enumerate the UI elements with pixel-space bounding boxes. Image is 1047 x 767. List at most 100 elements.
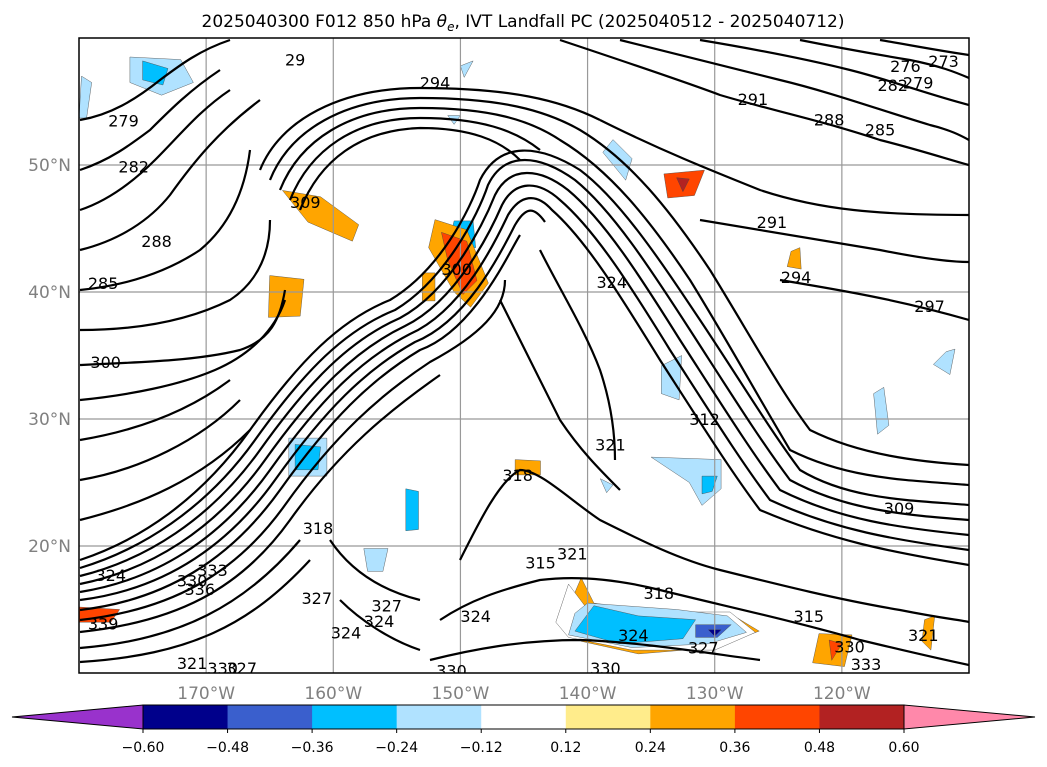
contour-label: 330: [436, 661, 467, 680]
colorbar-extend-high: [903, 704, 1036, 730]
contour-label: 300: [90, 353, 121, 372]
colorbar-tick-label: 0.48: [804, 740, 835, 756]
contour-label: 333: [197, 561, 228, 580]
contour-label: 294: [781, 268, 812, 287]
colorbar-segment: [481, 705, 567, 729]
ivt-shaded-region: [405, 488, 419, 532]
contour-label: 324: [618, 626, 649, 645]
ivt-shaded-region: [676, 177, 690, 193]
contour-label: 330: [590, 659, 621, 678]
ivt-shaded-region: [574, 605, 696, 645]
contour-label: 324: [596, 273, 627, 292]
lon-tick-label: 170°W: [177, 684, 235, 704]
ivt-shaded-region: [921, 615, 935, 651]
contour-label: 336: [185, 580, 216, 599]
contour-label: 324: [364, 612, 395, 631]
contour-label: 333: [851, 655, 882, 674]
contour-label: 309: [290, 193, 321, 212]
lon-tick-label: 140°W: [559, 684, 617, 704]
colorbar-extend-low: [11, 704, 144, 730]
colorbar-tick-label: 0.36: [719, 740, 750, 756]
colorbar-tick-label: −0.36: [291, 740, 334, 756]
lon-tick-label: 120°W: [813, 684, 871, 704]
contour-label: 321: [177, 654, 208, 673]
contour-label: 330: [207, 659, 238, 678]
contour-label: 285: [865, 120, 896, 139]
colorbar-segment: [819, 705, 905, 729]
contour-label: 297: [914, 297, 945, 316]
contour-label: 285: [88, 274, 119, 293]
lon-tick-label: 130°W: [686, 684, 744, 704]
colorbar-tick-label: −0.12: [460, 740, 503, 756]
colorbar: −0.60 −0.48 −0.36 −0.24 −0.12 0.12 0.24 0.36 0.4…: [11, 704, 1036, 756]
lat-tick-label: 50°N: [28, 156, 71, 176]
ivt-shaded-region: [873, 386, 890, 435]
contour-label: 288: [814, 110, 845, 129]
contour-label: 288: [141, 232, 172, 251]
contour-label: 321: [595, 435, 626, 454]
colorbar-outline: [142, 704, 905, 730]
colorbar-tick-label: −0.60: [122, 740, 165, 756]
colorbar-tick-label: 0.12: [550, 740, 581, 756]
contour-label: 330: [177, 571, 208, 590]
colorbar-segment: [396, 705, 482, 729]
contour-label: 339: [88, 614, 119, 633]
contour-label: 294: [420, 73, 451, 92]
colorbar-tick-label: 0.60: [888, 740, 919, 756]
contour-label: 330: [834, 637, 865, 656]
latitude-tick-labels: 20°N 30°N 40°N 50°N: [28, 156, 71, 557]
contour-label: 327: [371, 597, 402, 616]
contour-label: 273: [928, 52, 959, 71]
colorbar-segment: [143, 705, 229, 729]
lat-tick-label: 30°N: [28, 410, 71, 430]
contour-label: 324: [460, 607, 491, 626]
contour-label: 324: [331, 623, 362, 642]
contour-label: 312: [689, 410, 720, 429]
contour-label: 282: [118, 157, 149, 176]
contour-label: 321: [908, 626, 939, 645]
chart-title: 2025040300 F012 850 hPa θe, IVT Landfall…: [202, 12, 845, 34]
colorbar-segment: [227, 705, 313, 729]
contour-label: 321: [557, 545, 588, 564]
ivt-shaded-region: [933, 348, 956, 375]
ivt-shaded-region: [828, 639, 843, 661]
theta-e-contours: [79, 38, 969, 667]
contour-label: 29: [285, 51, 305, 70]
ivt-shaded-region: [599, 478, 614, 494]
ivt-shaded-region: [460, 60, 474, 78]
contour-label: 300: [441, 260, 472, 279]
contour-label: 309: [884, 499, 915, 518]
lat-tick-label: 20°N: [28, 537, 71, 557]
contour-label: 327: [688, 639, 719, 658]
lon-tick-label: 150°W: [432, 684, 490, 704]
contour-label: 291: [757, 213, 788, 232]
contour-label: 276: [890, 57, 921, 76]
ivt-shaded-region: [701, 475, 718, 495]
contour-label: 324: [96, 566, 127, 585]
lon-tick-label: 160°W: [304, 684, 362, 704]
ivt-shaded-region: [268, 275, 305, 318]
longitude-tick-labels: 170°W 160°W 150°W 140°W 130°W 120°W: [177, 684, 871, 704]
ivt-shaded-region: [281, 190, 359, 242]
colorbar-segment: [312, 705, 398, 729]
contour-label: 279: [903, 73, 934, 92]
contour-label: 315: [794, 607, 825, 626]
map-frame: [78, 37, 970, 674]
contour-label: 282: [877, 76, 908, 95]
contour-label: 318: [502, 466, 533, 485]
colorbar-tick-label: 0.24: [635, 740, 666, 756]
lat-tick-label: 40°N: [28, 283, 71, 303]
colorbar-segment: [734, 705, 820, 729]
contour-label: 291: [738, 90, 769, 109]
colorbar-segment: [650, 705, 736, 729]
ivt-shaded-region: [786, 247, 802, 270]
contour-label: 318: [643, 584, 674, 603]
contour-label: 327: [226, 659, 257, 678]
contour-label: 327: [301, 589, 332, 608]
ivt-shaded-region: [363, 548, 389, 572]
colorbar-tick-label: −0.48: [206, 740, 249, 756]
contour-label: 279: [108, 112, 139, 131]
